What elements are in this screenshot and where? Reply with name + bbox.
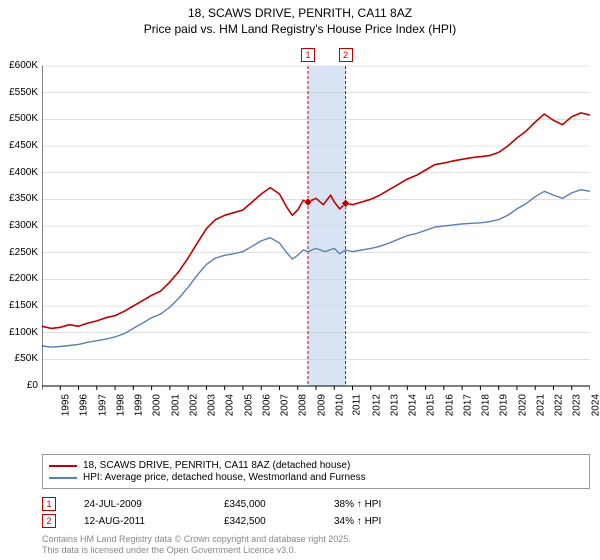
sale-row: 1 24-JUL-2009 £345,000 38% ↑ HPI bbox=[42, 497, 590, 511]
x-tick-label: 2011 bbox=[352, 394, 363, 416]
top-marker-box: 1 bbox=[301, 48, 315, 62]
top-marker-box: 2 bbox=[339, 48, 353, 62]
x-tick-label: 2020 bbox=[517, 394, 528, 416]
chart-area: 1995 1996 1997 1998 1999 2000 2001 2002 2003 2004… bbox=[42, 46, 590, 416]
sale-marker-1: 1 bbox=[42, 497, 56, 511]
sale-pct: 38% ↑ HPI bbox=[334, 499, 444, 510]
x-tick-label: 2000 bbox=[152, 394, 163, 416]
x-tick-label: 2007 bbox=[279, 394, 290, 416]
attribution-line-2: This data is licensed under the Open Gov… bbox=[42, 545, 351, 556]
y-tick-label: £100K bbox=[0, 327, 38, 338]
sale-price: £342,500 bbox=[224, 516, 334, 527]
x-tick-label: 2022 bbox=[553, 394, 564, 416]
legend-row: HPI: Average price, detached house, West… bbox=[49, 472, 583, 483]
x-tick-label: 1999 bbox=[133, 394, 144, 416]
x-tick-label: 1997 bbox=[97, 394, 108, 416]
x-tick-label: 2024 bbox=[590, 394, 600, 416]
y-tick-label: £350K bbox=[0, 193, 38, 204]
x-tick-label: 2019 bbox=[499, 394, 510, 416]
chart-svg bbox=[42, 46, 590, 416]
legend-swatch-blue bbox=[49, 477, 77, 479]
sale-date: 12-AUG-2011 bbox=[84, 516, 224, 527]
y-tick-label: £550K bbox=[0, 87, 38, 98]
y-tick-label: £150K bbox=[0, 300, 38, 311]
x-tick-label: 2021 bbox=[535, 394, 546, 416]
x-tick-label: 2008 bbox=[298, 394, 309, 416]
y-tick-label: £0 bbox=[0, 380, 38, 391]
x-tick-label: 2015 bbox=[426, 394, 437, 416]
x-tick-label: 2014 bbox=[407, 394, 418, 416]
chart-container: 18, SCAWS DRIVE, PENRITH, CA11 8AZ Price… bbox=[0, 0, 600, 560]
legend-label: 18, SCAWS DRIVE, PENRITH, CA11 8AZ (deta… bbox=[83, 460, 350, 471]
y-tick-label: £250K bbox=[0, 247, 38, 258]
title-block: 18, SCAWS DRIVE, PENRITH, CA11 8AZ Price… bbox=[0, 0, 600, 37]
x-tick-label: 2016 bbox=[444, 394, 455, 416]
legend-swatch-red bbox=[49, 465, 77, 467]
title-line-1: 18, SCAWS DRIVE, PENRITH, CA11 8AZ bbox=[0, 6, 600, 22]
sale-pct: 34% ↑ HPI bbox=[334, 516, 444, 527]
x-tick-label: 2005 bbox=[243, 394, 254, 416]
x-tick-label: 1998 bbox=[115, 394, 126, 416]
x-tick-label: 2004 bbox=[225, 394, 236, 416]
attribution-block: Contains HM Land Registry data © Crown c… bbox=[42, 534, 351, 556]
x-tick-label: 1995 bbox=[60, 394, 71, 416]
y-tick-label: £450K bbox=[0, 140, 38, 151]
x-tick-label: 1996 bbox=[79, 394, 90, 416]
attribution-line-1: Contains HM Land Registry data © Crown c… bbox=[42, 534, 351, 545]
x-tick-label: 2006 bbox=[261, 394, 272, 416]
x-tick-label: 2003 bbox=[206, 394, 217, 416]
y-tick-label: £600K bbox=[0, 60, 38, 71]
x-tick-label: 2018 bbox=[480, 394, 491, 416]
sale-row: 2 12-AUG-2011 £342,500 34% ↑ HPI bbox=[42, 514, 590, 528]
y-tick-label: £50K bbox=[0, 353, 38, 364]
legend-box: 18, SCAWS DRIVE, PENRITH, CA11 8AZ (deta… bbox=[42, 454, 590, 489]
y-tick-label: £400K bbox=[0, 167, 38, 178]
sale-price: £345,000 bbox=[224, 499, 334, 510]
y-tick-label: £200K bbox=[0, 273, 38, 284]
title-line-2: Price paid vs. HM Land Registry's House … bbox=[0, 22, 600, 38]
x-tick-label: 2009 bbox=[316, 394, 327, 416]
legend-label: HPI: Average price, detached house, West… bbox=[83, 472, 366, 483]
x-tick-label: 2010 bbox=[334, 394, 345, 416]
x-tick-label: 2017 bbox=[462, 394, 473, 416]
sales-block: 1 24-JUL-2009 £345,000 38% ↑ HPI 2 12-AU… bbox=[42, 494, 590, 531]
sale-date: 24-JUL-2009 bbox=[84, 499, 224, 510]
x-tick-label: 2013 bbox=[389, 394, 400, 416]
y-tick-label: £300K bbox=[0, 220, 38, 231]
sale-marker-2: 2 bbox=[42, 514, 56, 528]
x-tick-label: 2023 bbox=[572, 394, 583, 416]
x-tick-label: 2002 bbox=[188, 394, 199, 416]
legend-row: 18, SCAWS DRIVE, PENRITH, CA11 8AZ (deta… bbox=[49, 460, 583, 471]
y-tick-label: £500K bbox=[0, 113, 38, 124]
x-tick-label: 2001 bbox=[170, 394, 181, 416]
x-tick-label: 2012 bbox=[371, 394, 382, 416]
